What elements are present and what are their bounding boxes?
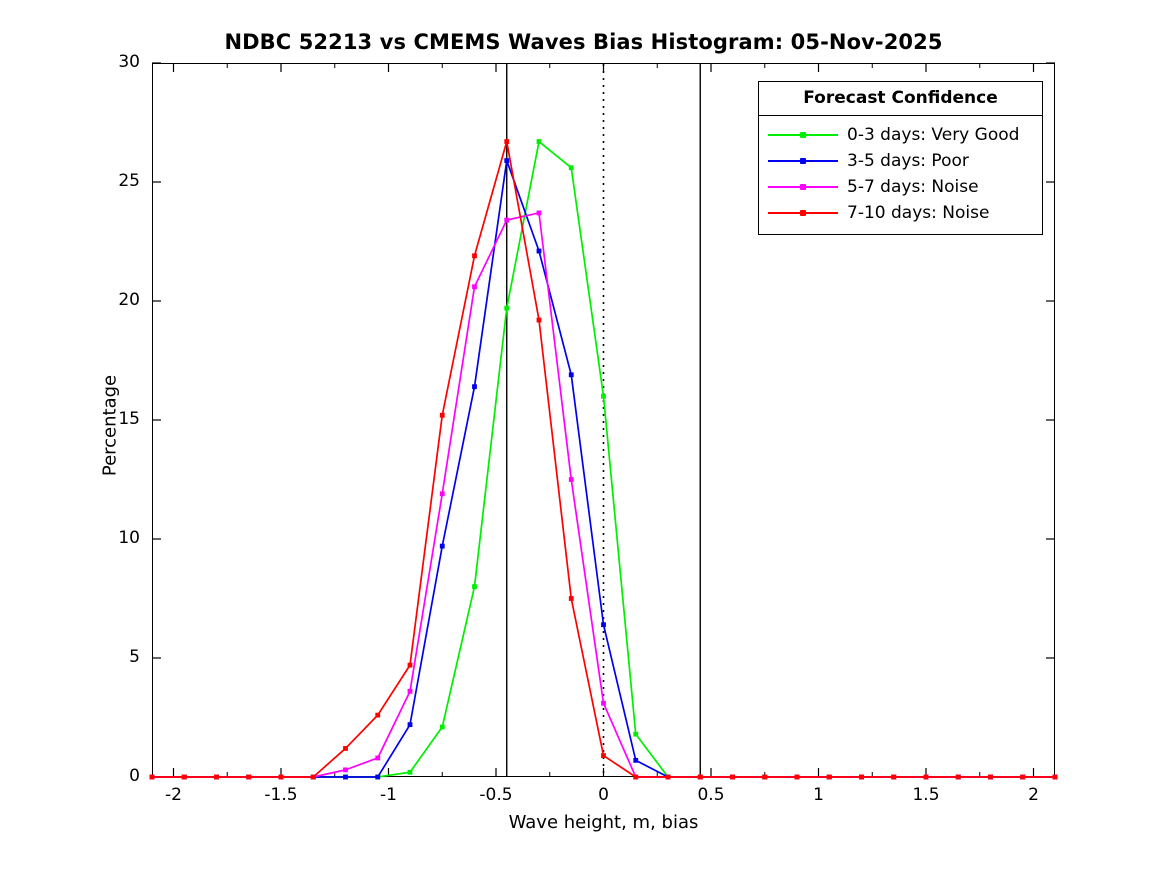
legend-color-swatch — [768, 206, 838, 220]
x-axis-label: Wave height, m, bias — [508, 812, 699, 833]
data-point-marker — [407, 769, 413, 775]
data-point-marker — [439, 491, 445, 497]
data-point-marker — [375, 712, 381, 718]
data-point-marker — [955, 774, 961, 780]
data-point-marker — [826, 774, 832, 780]
data-point-marker — [1020, 774, 1026, 780]
y-tick-label: 25 — [118, 171, 140, 191]
legend-color-swatch — [768, 128, 838, 142]
series-3 — [149, 139, 1058, 780]
data-point-marker — [343, 746, 348, 751]
legend-title: Forecast Confidence — [759, 82, 1042, 116]
x-tick-label: 1.5 — [912, 785, 940, 805]
data-point-marker — [310, 774, 316, 780]
data-point-marker — [149, 774, 155, 780]
legend-item-label: 5-7 days: Noise — [847, 177, 979, 197]
y-tick-label: 20 — [118, 290, 140, 310]
data-point-marker — [181, 774, 187, 780]
data-point-marker — [568, 596, 574, 601]
data-point-marker — [794, 774, 800, 780]
data-point-marker — [407, 688, 413, 694]
legend-color-swatch — [768, 180, 838, 194]
data-point-marker — [439, 724, 445, 730]
legend-items: 0-3 days: Very Good 3-5 days: Poor 5-7 day… — [759, 116, 1042, 234]
reference-lines — [506, 64, 701, 776]
data-point-marker — [504, 158, 510, 163]
data-point-marker — [536, 139, 542, 144]
data-point-marker — [278, 774, 284, 780]
legend-item-1[interactable]: 3-5 days: Poor — [759, 148, 1042, 174]
data-point-marker — [730, 774, 735, 780]
data-point-marker — [601, 700, 606, 706]
data-point-marker — [407, 722, 413, 728]
data-point-marker — [504, 217, 510, 223]
data-point-marker — [375, 774, 381, 780]
x-tick-label: -2 — [165, 785, 182, 805]
chart-title: NDBC 52213 vs CMEMS Waves Bias Histogram… — [224, 30, 943, 54]
data-point-marker — [762, 774, 768, 780]
series-0 — [149, 139, 1058, 780]
data-point-marker — [504, 305, 510, 311]
data-point-marker — [246, 774, 252, 780]
axis-ticks — [152, 62, 1055, 778]
legend-item-label: 7-10 days: Noise — [847, 203, 990, 223]
data-point-marker — [665, 774, 671, 780]
data-point-marker — [923, 774, 929, 780]
data-point-marker — [568, 165, 574, 171]
data-point-marker — [633, 731, 639, 737]
data-point-marker — [601, 622, 606, 628]
legend-item-3[interactable]: 7-10 days: Noise — [759, 200, 1042, 226]
data-point-marker — [439, 412, 445, 418]
x-tick-label: -1 — [380, 785, 397, 805]
data-point-marker — [472, 284, 477, 290]
x-tick-label: 0.5 — [697, 785, 725, 805]
legend-item-2[interactable]: 5-7 days: Noise — [759, 174, 1042, 200]
data-point-marker — [343, 774, 348, 780]
data-point-marker — [504, 139, 510, 144]
data-series-layer — [149, 139, 1058, 780]
series-line — [151, 212, 1056, 778]
data-point-marker — [1052, 774, 1058, 780]
data-point-marker — [568, 477, 574, 482]
data-point-marker — [536, 317, 542, 323]
data-point-marker — [568, 372, 574, 378]
data-point-marker — [472, 584, 477, 589]
data-point-marker — [407, 662, 413, 668]
legend-item-label: 3-5 days: Poor — [847, 151, 969, 171]
legend-item-label: 0-3 days: Very Good — [847, 125, 1020, 145]
x-tick-label: 2 — [1028, 785, 1039, 805]
legend-color-swatch — [768, 154, 838, 168]
data-point-marker — [472, 253, 477, 259]
x-tick-label: 0 — [598, 785, 609, 805]
data-point-marker — [214, 774, 219, 780]
data-point-marker — [601, 753, 606, 758]
data-point-marker — [343, 767, 348, 773]
data-point-marker — [697, 774, 703, 780]
legend-item-0[interactable]: 0-3 days: Very Good — [759, 122, 1042, 148]
data-point-marker — [633, 774, 639, 780]
data-point-marker — [472, 384, 477, 390]
y-tick-label: 10 — [118, 528, 140, 548]
y-axis-label: Percentage — [99, 374, 121, 477]
x-tick-label: 1 — [813, 785, 824, 805]
data-point-marker — [439, 543, 445, 549]
legend: Forecast Confidence 0-3 days: Very Good 3… — [758, 81, 1043, 235]
y-tick-label: 0 — [129, 766, 140, 786]
data-point-marker — [536, 210, 542, 216]
y-tick-label: 30 — [118, 52, 140, 72]
data-point-marker — [536, 248, 542, 254]
data-point-marker — [375, 755, 381, 761]
y-tick-label: 5 — [129, 647, 140, 667]
y-tick-label: 15 — [118, 409, 140, 429]
x-tick-label: -1.5 — [264, 785, 298, 805]
data-point-marker — [633, 757, 639, 763]
x-tick-label: -0.5 — [479, 785, 513, 805]
data-point-marker — [988, 774, 993, 780]
series-1 — [149, 158, 1058, 780]
data-point-marker — [891, 774, 897, 780]
data-point-marker — [601, 393, 606, 399]
data-point-marker — [859, 774, 864, 780]
